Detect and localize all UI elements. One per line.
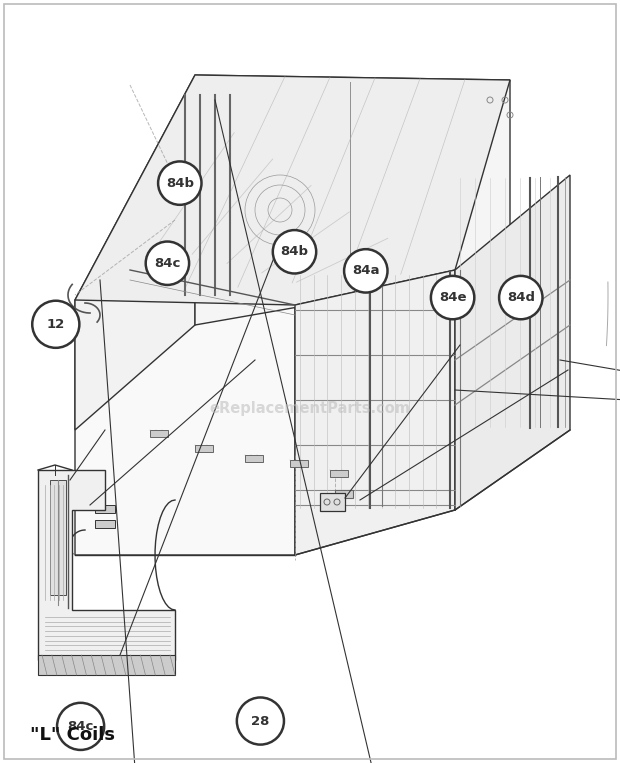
Circle shape — [158, 162, 202, 204]
Text: 84c: 84c — [154, 256, 180, 270]
FancyBboxPatch shape — [150, 430, 168, 437]
Polygon shape — [75, 75, 195, 430]
Text: 12: 12 — [46, 317, 65, 331]
Polygon shape — [38, 655, 175, 675]
Polygon shape — [295, 270, 455, 555]
FancyBboxPatch shape — [95, 505, 115, 513]
Polygon shape — [455, 175, 570, 510]
Polygon shape — [195, 75, 510, 325]
Circle shape — [344, 250, 388, 292]
Text: 84e: 84e — [439, 291, 466, 304]
Text: 84b: 84b — [280, 245, 309, 259]
Circle shape — [499, 276, 542, 319]
Circle shape — [32, 301, 79, 348]
Circle shape — [57, 703, 104, 750]
Polygon shape — [50, 480, 66, 595]
FancyBboxPatch shape — [290, 460, 308, 467]
Text: 84d: 84d — [507, 291, 535, 304]
FancyBboxPatch shape — [245, 455, 263, 462]
FancyBboxPatch shape — [195, 445, 213, 452]
Text: 84b: 84b — [166, 176, 194, 190]
Polygon shape — [75, 300, 295, 555]
Text: "L" Coils: "L" Coils — [30, 726, 115, 744]
Polygon shape — [75, 75, 510, 305]
Circle shape — [237, 697, 284, 745]
Text: eReplacementParts.com: eReplacementParts.com — [210, 401, 410, 416]
Text: 84a: 84a — [352, 264, 379, 278]
FancyBboxPatch shape — [330, 470, 348, 477]
Polygon shape — [38, 470, 175, 660]
FancyBboxPatch shape — [320, 493, 345, 511]
Text: 84c: 84c — [68, 720, 94, 733]
Circle shape — [146, 242, 189, 285]
Circle shape — [431, 276, 474, 319]
FancyBboxPatch shape — [95, 520, 115, 528]
Text: 28: 28 — [251, 714, 270, 728]
Circle shape — [273, 230, 316, 273]
FancyBboxPatch shape — [335, 490, 353, 498]
